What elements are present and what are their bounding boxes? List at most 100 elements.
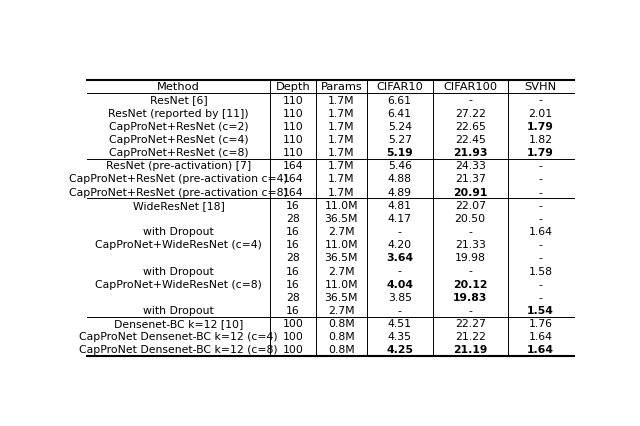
Text: 27.22: 27.22 (455, 109, 486, 118)
Text: with Dropout: with Dropout (143, 227, 214, 236)
Text: 110: 110 (282, 148, 303, 158)
Text: 5.24: 5.24 (388, 121, 412, 132)
Text: 5.19: 5.19 (387, 148, 413, 158)
Text: CapProNet+ResNet (c=8): CapProNet+ResNet (c=8) (109, 148, 248, 158)
Text: 20.12: 20.12 (453, 279, 488, 289)
Text: 1.7M: 1.7M (328, 174, 355, 184)
Text: 110: 110 (282, 135, 303, 145)
Text: Depth: Depth (275, 82, 310, 92)
Text: 6.61: 6.61 (388, 95, 412, 105)
Text: 4.20: 4.20 (388, 240, 412, 250)
Text: 5.27: 5.27 (388, 135, 412, 145)
Text: -: - (468, 227, 472, 236)
Text: -: - (539, 279, 543, 289)
Text: 21.93: 21.93 (453, 148, 488, 158)
Text: 16: 16 (286, 266, 300, 276)
Text: 0.8M: 0.8M (328, 318, 355, 328)
Text: 20.50: 20.50 (454, 213, 486, 223)
Text: 20.91: 20.91 (453, 187, 488, 197)
Text: SVHN: SVHN (525, 82, 557, 92)
Text: 11.0M: 11.0M (324, 279, 358, 289)
Text: 0.8M: 0.8M (328, 331, 355, 342)
Text: 21.37: 21.37 (455, 174, 486, 184)
Text: 22.07: 22.07 (455, 200, 486, 210)
Text: -: - (539, 200, 543, 210)
Text: -: - (539, 161, 543, 171)
Text: 21.22: 21.22 (455, 331, 486, 342)
Text: ResNet (pre-activation) [7]: ResNet (pre-activation) [7] (106, 161, 252, 171)
Text: -: - (539, 240, 543, 250)
Text: -: - (468, 305, 472, 315)
Text: 21.33: 21.33 (455, 240, 486, 250)
Text: 21.19: 21.19 (453, 345, 488, 354)
Text: -: - (539, 253, 543, 263)
Text: 100: 100 (282, 345, 303, 354)
Text: 4.17: 4.17 (388, 213, 412, 223)
Text: 6.41: 6.41 (388, 109, 412, 118)
Text: 36.5M: 36.5M (324, 213, 358, 223)
Text: 0.8M: 0.8M (328, 345, 355, 354)
Text: 36.5M: 36.5M (324, 292, 358, 302)
Text: 1.64: 1.64 (527, 345, 554, 354)
Text: CapProNet+ResNet (c=4): CapProNet+ResNet (c=4) (109, 135, 248, 145)
Text: 16: 16 (286, 305, 300, 315)
Text: 100: 100 (282, 331, 303, 342)
Text: -: - (468, 266, 472, 276)
Text: -: - (539, 174, 543, 184)
Text: 164: 164 (282, 174, 303, 184)
Text: 22.27: 22.27 (455, 318, 486, 328)
Text: 4.04: 4.04 (387, 279, 413, 289)
Text: 16: 16 (286, 279, 300, 289)
Text: 1.76: 1.76 (529, 318, 553, 328)
Text: 4.35: 4.35 (388, 331, 412, 342)
Text: 5.46: 5.46 (388, 161, 412, 171)
Text: ResNet (reported by [11]): ResNet (reported by [11]) (108, 109, 249, 118)
Text: CapProNet+ResNet (c=2): CapProNet+ResNet (c=2) (109, 121, 248, 132)
Text: 3.85: 3.85 (388, 292, 412, 302)
Text: 1.54: 1.54 (527, 305, 554, 315)
Text: with Dropout: with Dropout (143, 305, 214, 315)
Text: WideResNet [18]: WideResNet [18] (132, 200, 225, 210)
Text: 16: 16 (286, 240, 300, 250)
Text: 1.7M: 1.7M (328, 135, 355, 145)
Text: -: - (539, 95, 543, 105)
Text: 16: 16 (286, 227, 300, 236)
Text: 4.51: 4.51 (388, 318, 412, 328)
Text: 22.45: 22.45 (455, 135, 486, 145)
Text: -: - (398, 266, 402, 276)
Text: 4.88: 4.88 (388, 174, 412, 184)
Text: Densenet-BC k=12 [10]: Densenet-BC k=12 [10] (114, 318, 243, 328)
Text: 164: 164 (282, 161, 303, 171)
Text: -: - (539, 213, 543, 223)
Text: CapProNet Densenet-BC k=12 (c=4): CapProNet Densenet-BC k=12 (c=4) (79, 331, 278, 342)
Text: 2.7M: 2.7M (328, 266, 355, 276)
Text: 110: 110 (282, 121, 303, 132)
Text: -: - (398, 305, 402, 315)
Text: 1.7M: 1.7M (328, 109, 355, 118)
Text: 28: 28 (286, 213, 300, 223)
Text: 100: 100 (282, 318, 303, 328)
Text: 4.25: 4.25 (387, 345, 413, 354)
Text: 19.98: 19.98 (455, 253, 486, 263)
Text: Method: Method (157, 82, 200, 92)
Text: Params: Params (321, 82, 362, 92)
Text: 11.0M: 11.0M (324, 200, 358, 210)
Text: 1.7M: 1.7M (328, 148, 355, 158)
Text: 1.7M: 1.7M (328, 95, 355, 105)
Text: 11.0M: 11.0M (324, 240, 358, 250)
Text: CIFAR10: CIFAR10 (376, 82, 423, 92)
Text: 22.65: 22.65 (455, 121, 486, 132)
Text: 110: 110 (282, 95, 303, 105)
Text: 28: 28 (286, 292, 300, 302)
Text: 28: 28 (286, 253, 300, 263)
Text: ResNet [6]: ResNet [6] (150, 95, 207, 105)
Text: -: - (539, 292, 543, 302)
Text: 1.79: 1.79 (527, 121, 554, 132)
Text: 2.7M: 2.7M (328, 227, 355, 236)
Text: CapProNet Densenet-BC k=12 (c=8): CapProNet Densenet-BC k=12 (c=8) (79, 345, 278, 354)
Text: 19.83: 19.83 (453, 292, 488, 302)
Text: CapProNet+WideResNet (c=4): CapProNet+WideResNet (c=4) (95, 240, 262, 250)
Text: 110: 110 (282, 109, 303, 118)
Text: 164: 164 (282, 187, 303, 197)
Text: 2.7M: 2.7M (328, 305, 355, 315)
